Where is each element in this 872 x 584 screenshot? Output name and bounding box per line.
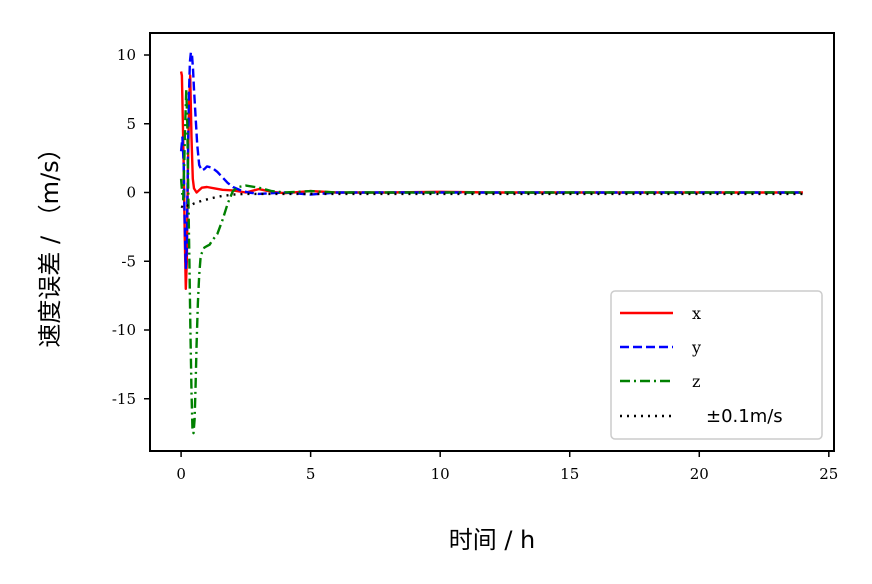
plot-frame <box>149 32 835 452</box>
x-axis-ticks: 0 5 10 15 20 25 <box>176 451 838 483</box>
y-axis-ticks: 10 5 0 -5 -10 -15 <box>112 46 150 408</box>
legend-label: z <box>692 372 700 391</box>
y-tick-label: 10 <box>117 46 136 64</box>
x-tick-label: 10 <box>431 465 450 483</box>
y-tick-label: -15 <box>112 390 136 408</box>
series-line-1 <box>179 71 803 290</box>
x-tick-label: 5 <box>306 465 316 483</box>
y-tick-label: 0 <box>126 184 136 202</box>
legend-label: ±0.1m/s <box>706 406 783 427</box>
legend-box <box>610 290 823 440</box>
y-tick-label: -5 <box>121 252 136 270</box>
series-line-2 <box>179 51 803 270</box>
x-axis-title: 时间 / h <box>449 526 536 554</box>
y-axis-title: 速度误差 / （m/s） <box>36 136 64 347</box>
legend: xyz ±0.1m/s <box>610 290 823 440</box>
legend-label: y <box>691 338 701 357</box>
y-tick-label: -10 <box>112 321 136 339</box>
y-tick-label: 5 <box>126 115 136 133</box>
x-tick-label: 20 <box>690 465 709 483</box>
series-line-3 <box>179 88 803 435</box>
legend-entries: xyz ±0.1m/s <box>620 304 783 427</box>
series-line-4 <box>180 192 803 209</box>
x-tick-label: 0 <box>176 465 186 483</box>
x-tick-label: 15 <box>560 465 579 483</box>
series-layer <box>179 51 803 435</box>
x-tick-label: 25 <box>819 465 838 483</box>
legend-label: x <box>692 304 701 323</box>
